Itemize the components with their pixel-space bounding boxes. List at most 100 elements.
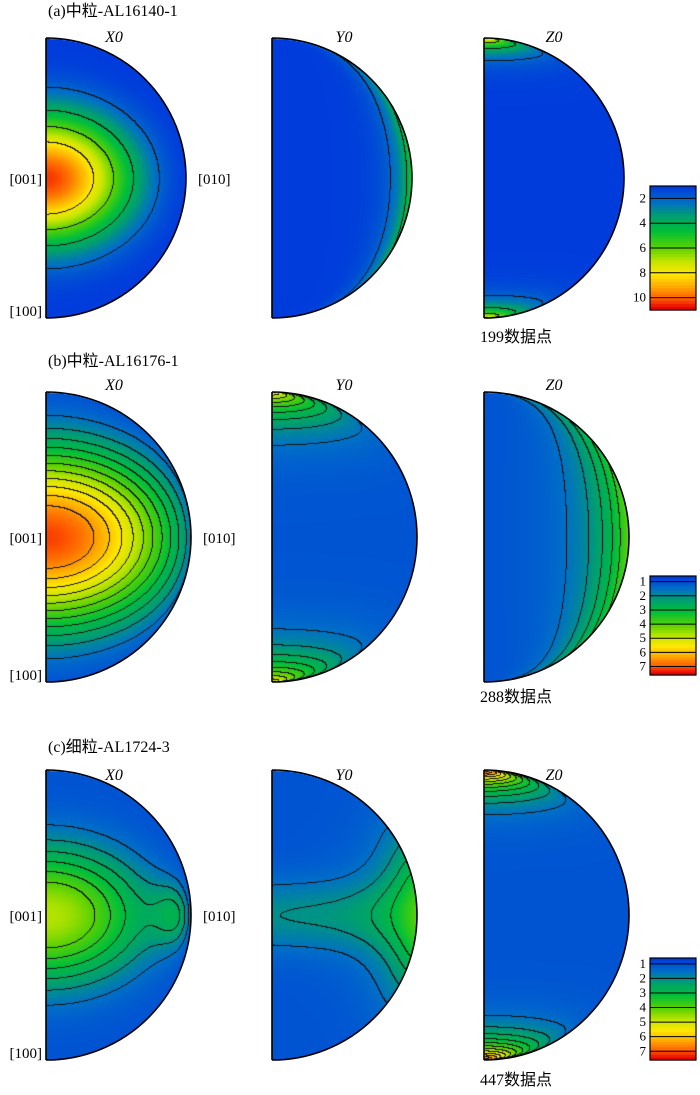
- colorbar-segment: [650, 655, 696, 659]
- data-point-count: 447数据点: [480, 1071, 552, 1089]
- colorbar-segment: [650, 650, 696, 654]
- hemisphere-outline: [271, 37, 413, 319]
- colorbar-segment: [650, 189, 696, 193]
- colorbar-segment: [650, 975, 696, 979]
- colorbar-segment: [650, 207, 696, 212]
- colorbar-tick-label: 1: [640, 574, 647, 589]
- plot-title: Z0: [546, 29, 563, 46]
- colorbar-segment: [650, 279, 696, 283]
- colorbar-segment: [650, 965, 696, 969]
- colorbar-segment: [650, 657, 696, 661]
- colorbar-segment: [650, 232, 696, 237]
- colorbar-segment: [650, 300, 696, 305]
- colorbar-segment: [650, 615, 696, 619]
- colorbar-segment: [650, 603, 696, 607]
- colorbar-segment: [650, 291, 696, 296]
- colorbar-tick-label: 5: [640, 1014, 647, 1029]
- hemisphere-outline: [45, 769, 192, 1061]
- density-map: [484, 392, 629, 682]
- colorbar-segment: [650, 595, 696, 599]
- colorbar-segment: [650, 1044, 696, 1048]
- colorbar-segment: [650, 266, 696, 271]
- colorbar-segment: [650, 257, 696, 261]
- density-map: [272, 770, 417, 1060]
- colorbar: [649, 957, 697, 1061]
- hemisphere-outline: [483, 37, 625, 319]
- colorbar-segment: [650, 272, 696, 277]
- colorbar-tick-label: 4: [640, 616, 647, 631]
- colorbar-segment: [650, 1014, 696, 1018]
- colorbar-segment: [650, 275, 696, 280]
- colorbar-segment: [650, 970, 696, 974]
- half-pole-plot: [483, 391, 630, 683]
- colorbar-segment: [650, 1024, 696, 1028]
- colorbar-segment: [650, 968, 696, 972]
- data-point-count: 199数据点: [480, 328, 552, 346]
- colorbar-segment: [650, 1034, 696, 1038]
- colorbar-segment: [650, 593, 696, 597]
- half-pole-plot: [483, 769, 630, 1061]
- colorbar-tick-label: 2: [640, 190, 647, 205]
- colorbar-segment: [650, 229, 696, 234]
- colorbar-frame: [649, 575, 697, 676]
- colorbar-segment: [650, 978, 696, 982]
- direction-label-001: [001]: [10, 531, 43, 547]
- colorbar-tick-label: 3: [640, 602, 647, 617]
- colorbar-frame: [649, 957, 697, 1061]
- colorbar-segment: [650, 1026, 696, 1030]
- colorbar-segment: [650, 217, 696, 221]
- colorbar-segment: [650, 642, 696, 646]
- colorbar: [649, 185, 697, 311]
- half-pole-plot: [271, 37, 413, 319]
- colorbar-segment: [650, 1052, 696, 1056]
- plot-title: X0: [104, 29, 123, 46]
- density-map: [272, 38, 412, 318]
- colorbar-segment: [650, 297, 696, 302]
- colorbar-segment: [650, 973, 696, 977]
- colorbar-segment: [650, 306, 696, 311]
- colorbar-segment: [650, 201, 696, 206]
- density-map: [46, 38, 186, 318]
- colorbar-segment: [650, 238, 696, 243]
- colorbar-segment: [650, 1042, 696, 1046]
- colorbar-segment: [650, 269, 696, 274]
- colorbar-segment: [650, 632, 696, 636]
- colorbar-segment: [650, 986, 696, 990]
- colorbar-segment: [650, 254, 696, 258]
- colorbar-segment: [650, 960, 696, 964]
- colorbar-segment: [650, 213, 696, 218]
- colorbar-tick-label: 10: [633, 290, 646, 305]
- density-map: [46, 392, 191, 682]
- colorbar-segment: [650, 198, 696, 203]
- colorbar-segment: [650, 583, 696, 587]
- colorbar-tick-label: 7: [640, 1043, 647, 1058]
- colorbar-segment: [650, 210, 696, 215]
- colorbar-segment: [650, 630, 696, 634]
- plot-title: Y0: [336, 767, 353, 784]
- colorbar-segment: [650, 220, 696, 224]
- half-pole-plot: [45, 37, 187, 319]
- plot-title: X0: [104, 767, 123, 784]
- colorbar-segment: [650, 294, 696, 299]
- colorbar-segment: [650, 186, 696, 190]
- colorbar-tick-label: 7: [640, 659, 647, 674]
- colorbar-tick-label: 4: [640, 215, 647, 230]
- colorbar-segment: [650, 1039, 696, 1043]
- colorbar-segment: [650, 627, 696, 632]
- panel-title: (c)细粒-AL1724-3: [48, 738, 170, 756]
- colorbar-segment: [650, 640, 696, 644]
- colorbar-segment: [650, 605, 696, 609]
- colorbar-tick-label: 1: [640, 956, 647, 971]
- colorbar-segment: [650, 244, 696, 249]
- colorbar-segment: [650, 235, 696, 240]
- colorbar-segment: [650, 1031, 696, 1036]
- colorbar-segment: [650, 963, 696, 967]
- colorbar-segment: [650, 996, 696, 1000]
- colorbar-tick-label: 8: [640, 265, 647, 280]
- panel-title: (b)中粒-AL16176-1: [48, 352, 179, 370]
- plot-title: X0: [104, 377, 123, 394]
- colorbar-segment: [650, 1037, 696, 1041]
- colorbar-segment: [650, 600, 696, 604]
- colorbar-segment: [650, 226, 696, 230]
- colorbar-segment: [650, 1009, 696, 1013]
